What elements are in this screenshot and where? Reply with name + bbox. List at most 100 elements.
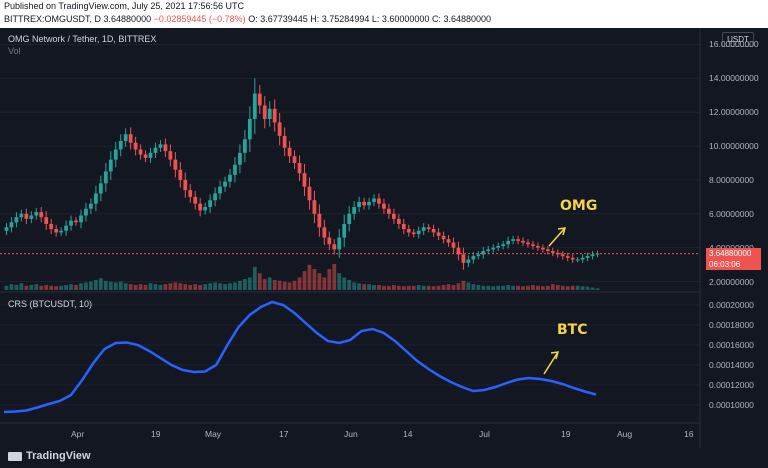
candle-body bbox=[426, 227, 431, 230]
candle-body bbox=[193, 196, 198, 204]
time-tick-label: 19 bbox=[561, 429, 571, 439]
volume-bar bbox=[541, 286, 545, 290]
current-price-value: 3.64880000 bbox=[709, 248, 752, 258]
candle-body bbox=[347, 213, 352, 224]
volume-bar bbox=[44, 284, 49, 290]
crs-pane-title[interactable]: CRS (BTCUSDT, 10) bbox=[8, 299, 93, 309]
volume-bar bbox=[476, 284, 481, 290]
candle-body bbox=[44, 217, 49, 224]
volume-bar bbox=[153, 284, 158, 290]
volume-bar bbox=[506, 284, 510, 290]
candle-body bbox=[387, 208, 391, 214]
candle-body bbox=[118, 140, 123, 150]
volume-bar bbox=[183, 284, 188, 290]
candle-body bbox=[575, 259, 580, 261]
candle-body bbox=[496, 245, 501, 248]
volume-bar bbox=[332, 263, 337, 290]
candle-body bbox=[103, 171, 108, 184]
candle-body bbox=[570, 257, 575, 260]
volume-bar bbox=[451, 284, 456, 290]
volume-bar bbox=[367, 284, 371, 290]
volume-bar bbox=[357, 283, 361, 290]
price-tick-label: 12.00000000 bbox=[709, 107, 759, 118]
currency-badge[interactable]: USDT bbox=[722, 32, 754, 47]
omg-annotation: OMG bbox=[560, 198, 598, 214]
volume-bar bbox=[133, 284, 138, 290]
candle-body bbox=[391, 213, 396, 219]
candle-body bbox=[585, 256, 590, 258]
time-tick-label: Jul bbox=[479, 429, 490, 439]
volume-bar bbox=[238, 280, 242, 290]
volume-bar bbox=[362, 284, 366, 290]
volume-bar bbox=[228, 283, 232, 290]
crs-tick-label: 0.00010000 bbox=[709, 400, 754, 410]
candle-body bbox=[297, 163, 302, 174]
chart-canvas[interactable] bbox=[0, 28, 768, 448]
candle-body bbox=[446, 239, 451, 243]
volume-bar bbox=[471, 284, 476, 290]
candle-body bbox=[198, 203, 203, 211]
crs-tick-label: 0.00020000 bbox=[709, 300, 754, 310]
time-tick-label: Jun bbox=[344, 429, 358, 439]
volume-bar bbox=[89, 281, 93, 290]
candle-body bbox=[501, 244, 506, 246]
candle-body bbox=[352, 207, 357, 214]
volume-bar bbox=[218, 283, 222, 290]
volume-bar bbox=[9, 284, 14, 290]
candle-body bbox=[59, 230, 64, 233]
volume-bar bbox=[168, 283, 173, 290]
candle-body bbox=[406, 229, 411, 233]
volume-bar bbox=[570, 285, 575, 290]
volume-bar bbox=[302, 271, 307, 290]
candle-body bbox=[89, 203, 93, 209]
candle-body bbox=[113, 149, 118, 160]
volume-bar bbox=[531, 284, 535, 290]
volume-bar bbox=[108, 281, 113, 290]
volume-label[interactable]: Vol bbox=[8, 46, 21, 56]
time-tick-label: Aug bbox=[617, 429, 633, 439]
candle-body bbox=[84, 208, 88, 216]
ohlc-close: C: 3.64880000 bbox=[431, 14, 491, 24]
candle-body bbox=[98, 183, 103, 194]
candle-body bbox=[272, 108, 277, 123]
volume-bar bbox=[352, 282, 357, 290]
bar-countdown: 06:03:06 bbox=[709, 259, 741, 269]
annotation-arrow bbox=[548, 227, 566, 247]
candle-body bbox=[54, 229, 59, 233]
volume-bar bbox=[94, 279, 98, 290]
volume-bar bbox=[208, 283, 212, 290]
annotation-arrowhead bbox=[557, 227, 567, 236]
main-pane-title[interactable]: OMG Network / Tether, 1D, BITTREX bbox=[8, 34, 157, 44]
volume-bar bbox=[29, 284, 34, 290]
candle-body bbox=[550, 251, 555, 253]
candle-body bbox=[342, 223, 347, 238]
volume-bar bbox=[247, 277, 252, 290]
volume-bar bbox=[24, 285, 29, 290]
candle-body bbox=[267, 108, 272, 119]
volume-bar bbox=[252, 266, 257, 290]
volume-bar bbox=[337, 273, 342, 290]
volume-bar bbox=[491, 286, 496, 290]
volume-bar bbox=[387, 285, 391, 290]
candle-body bbox=[252, 93, 257, 119]
candle-body bbox=[511, 239, 515, 241]
tradingview-logo[interactable]: TradingView bbox=[8, 450, 91, 462]
price-tick-label: 16.00000000 bbox=[709, 39, 759, 50]
price-tick-label: 10.00000000 bbox=[709, 141, 759, 152]
volume-bar bbox=[173, 282, 178, 290]
volume-bar bbox=[272, 279, 277, 290]
symbol-interval: BITTREX:OMGUSDT, D bbox=[4, 14, 102, 24]
volume-bar bbox=[307, 264, 312, 290]
volume-bar bbox=[431, 286, 436, 290]
volume-bar bbox=[59, 285, 63, 290]
volume-bar bbox=[342, 277, 347, 290]
candle-body bbox=[421, 227, 426, 231]
price-tick-label: 14.00000000 bbox=[709, 73, 759, 84]
volume-bars bbox=[4, 263, 600, 290]
volume-bar bbox=[103, 280, 108, 290]
volume-bar bbox=[585, 286, 590, 290]
candle-body bbox=[168, 151, 173, 160]
volume-bar bbox=[580, 286, 585, 290]
volume-bar bbox=[287, 282, 292, 290]
candle-body bbox=[526, 242, 530, 245]
